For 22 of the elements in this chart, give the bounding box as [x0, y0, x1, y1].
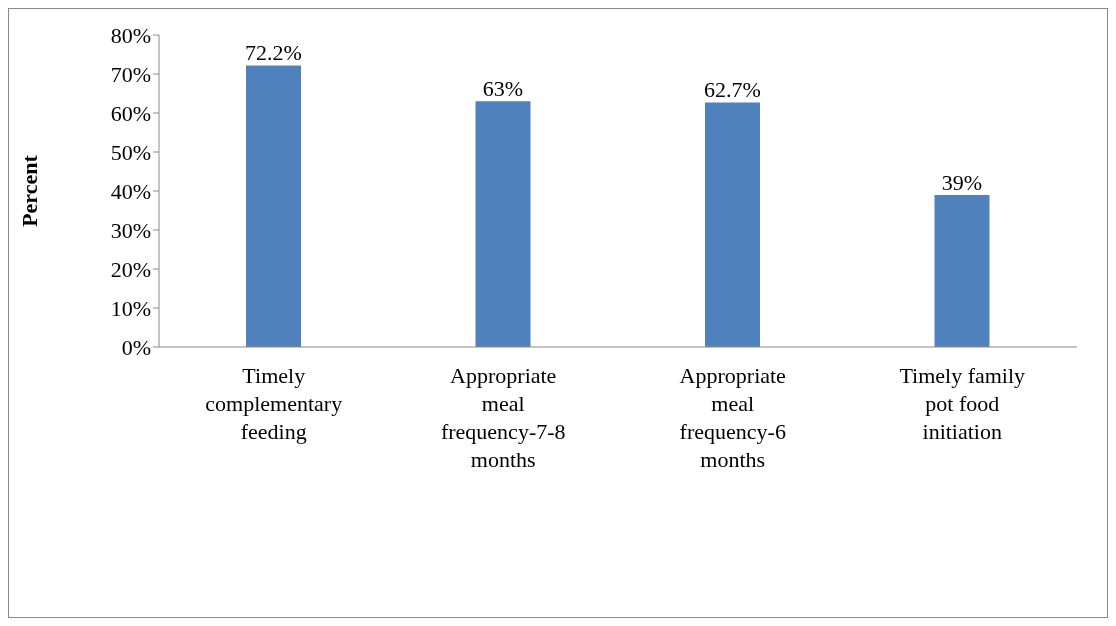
y-tick-label: 0%: [121, 334, 151, 360]
y-tick-label: 20%: [110, 256, 151, 282]
y-axis-title: Percent: [16, 154, 42, 227]
bar: [934, 194, 990, 347]
bar: [246, 65, 301, 347]
x-tick-label: Timely complementary feeding: [205, 363, 343, 444]
y-tick-label: 10%: [110, 295, 151, 321]
data-label: 39%: [941, 169, 983, 195]
bar: [705, 102, 760, 347]
y-tick-label: 40%: [110, 178, 151, 204]
data-label: 63%: [482, 76, 524, 102]
y-tick-label: 80%: [110, 22, 151, 48]
x-tick-label: Appropriate meal frequency-6 months: [679, 363, 786, 472]
y-tick-label: 70%: [110, 61, 151, 87]
bar: [475, 101, 531, 347]
y-tick-label: 50%: [110, 139, 151, 165]
y-tick-label: 60%: [110, 100, 151, 126]
x-tick-label: Appropriate meal frequency-7-8 months: [440, 363, 566, 472]
data-label: 62.7%: [704, 77, 761, 103]
y-tick-label: 30%: [110, 217, 151, 243]
data-label: 72.2%: [245, 40, 302, 66]
x-tick-label: Timely family pot food initiation: [899, 363, 1026, 444]
